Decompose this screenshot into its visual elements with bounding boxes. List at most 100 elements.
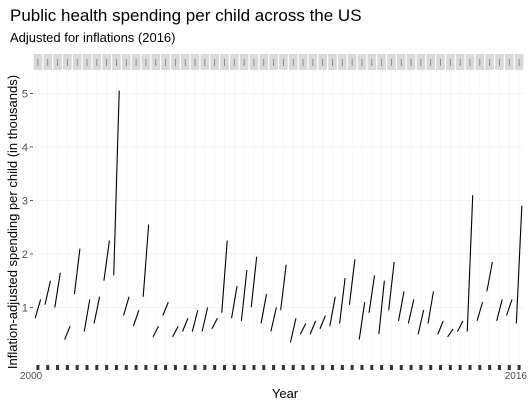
series-line [54,272,61,308]
x-tick-label-glyph [478,365,482,370]
x-tick-label-glyph [114,365,118,370]
x-tick-label-glyph [439,365,443,370]
series-line [221,240,228,313]
series-line [506,299,513,316]
series-line [299,323,307,335]
series-line [142,224,150,297]
x-tick-label-glyph [517,365,521,370]
x-tick-label-glyph [350,365,354,370]
x-tick-label-glyph [154,365,158,370]
x-tick-label-glyph [164,365,168,370]
series-line [250,256,258,308]
x-tick-label-glyph [75,365,79,370]
series-line [486,261,493,292]
x-tick-label-glyph [389,365,393,370]
x-tick-label-glyph [242,365,246,370]
x-tick-label-glyph [262,365,266,370]
y-tick-label: 4 [22,142,28,154]
series-line [191,310,199,332]
series-line [123,296,130,316]
x-tick-label-glyph [144,365,148,370]
series-line [456,320,464,332]
x-tick-label-glyph [409,365,413,370]
facet-panels [33,72,524,370]
x-tick-label-glyph [183,365,187,370]
x-tick-label-glyph [488,365,492,370]
series-line [44,280,52,305]
series-line [388,261,395,311]
x-tick-label-glyph [497,365,501,370]
series-line [270,307,277,332]
series-line [73,248,81,295]
x-tick-label-glyph [419,365,423,370]
y-tick-label: 2 [22,249,28,261]
x-tick-label-glyph [291,365,295,370]
x-tick-label-glyph [95,365,99,370]
series-line [427,291,435,324]
x-tick-label-glyph [213,365,217,370]
x-tick-label-glyph [340,365,344,370]
series-line [103,240,110,281]
x-tick-label-glyph [331,365,335,370]
chart-subtitle: Adjusted for inflations (2016) [10,30,175,45]
series-line [289,318,297,343]
series-line [132,309,140,327]
x-tick-label-last: 2016 [505,371,528,382]
series-line [231,285,238,319]
x-tick-label-glyph [311,365,315,370]
series-line [378,280,385,335]
series-line [339,277,346,324]
series-line [64,326,71,340]
series-line [172,325,179,338]
series-line [309,320,317,335]
x-tick-label-glyph [281,365,285,370]
x-tick-label-glyph [370,365,374,370]
x-tick-label-glyph [36,365,40,370]
x-tick-label-glyph [65,365,69,370]
x-tick-label-glyph [458,365,462,370]
series-line [358,302,366,340]
series-line [93,296,101,324]
series-line [329,296,336,327]
series-line [201,307,209,332]
x-tick-label-glyph [321,365,325,370]
y-axis-title: Inflation-adjusted spending per child (i… [5,75,20,369]
series-line [476,301,484,322]
series-line [240,269,248,321]
x-tick-label-glyph [232,365,236,370]
y-tick-label: 1 [22,302,28,314]
series-line [319,315,326,330]
series-line [407,299,415,324]
chart-title: Public health spending per child across … [10,6,362,25]
series-line [515,205,523,324]
x-tick-label-glyph [429,365,433,370]
series-line [162,301,169,316]
series-line [437,320,444,335]
x-tick-label-glyph [173,365,177,370]
x-tick-label-glyph [252,365,256,370]
series-line [280,264,287,311]
x-tick-label-first: 2000 [20,371,43,382]
x-tick-label-glyph [134,365,138,370]
x-tick-label-glyph [203,365,207,370]
x-tick-label-glyph [85,365,89,370]
x-axis-title: Year [272,386,299,401]
y-tick-label: 3 [22,195,28,207]
series-line [83,299,91,332]
series-line [368,275,376,313]
x-tick-label-glyph [272,365,276,370]
x-tick-label-glyph [360,365,364,370]
series-line [447,328,454,338]
facet-strips [33,54,524,70]
series-line [417,310,425,335]
series-line [348,259,356,305]
x-tick-label-glyph [56,365,60,370]
x-tick-label-glyph [448,365,452,370]
series-line [260,294,268,324]
series-line [211,317,218,330]
x-tick-label-glyph [46,365,50,370]
y-tick-label: 5 [22,88,28,100]
series-line [152,325,159,338]
x-tick-label-glyph [105,365,109,370]
